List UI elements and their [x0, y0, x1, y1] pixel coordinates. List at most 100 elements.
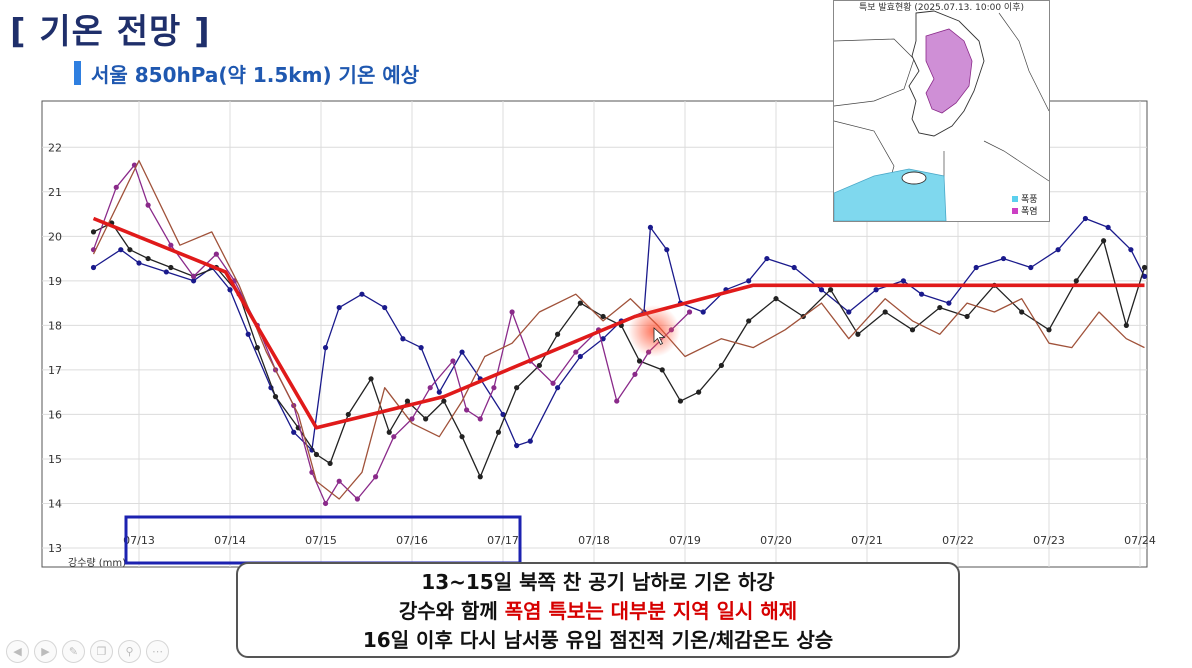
callout-line-2-highlight: 폭염 특보는 대부분 지역 일시 해제: [504, 599, 798, 623]
series-point-2: [577, 300, 583, 306]
series-point-1: [1105, 224, 1111, 231]
series-point-1: [514, 442, 520, 449]
x-tick-label: 07/21: [851, 534, 883, 547]
x-tick-label: 07/24: [1124, 534, 1156, 547]
series-point-2: [636, 358, 643, 364]
series-point-2: [1101, 238, 1107, 244]
series-point-1: [900, 278, 907, 284]
bottom-axis-label: 강수량 (mm): [68, 557, 126, 569]
series-point-1: [818, 287, 825, 293]
series-point-1: [577, 353, 583, 360]
series-line-4: [92, 159, 1145, 500]
series-point-2: [127, 247, 133, 253]
series-point-1: [90, 264, 97, 271]
series-point-2: [441, 398, 447, 404]
series-point-1: [600, 336, 606, 342]
series-point-1: [227, 287, 233, 293]
series-point-1: [919, 291, 925, 297]
cursor-icon: [653, 327, 666, 346]
subtitle-accent-bar: [74, 61, 81, 85]
series-point-1: [1028, 264, 1034, 271]
series-point-3: [336, 478, 342, 484]
series-point-2: [1141, 264, 1148, 271]
series-point-3: [464, 407, 470, 413]
series-point-1: [418, 345, 424, 351]
series-point-1: [873, 287, 879, 293]
series-point-1: [382, 304, 388, 311]
legend-swatch-heat: [1012, 208, 1018, 214]
x-tick-label: 07/22: [942, 534, 974, 547]
map-graphic: [834, 10, 1049, 221]
x-tick-label: 07/15: [305, 534, 337, 547]
series-point-2: [514, 385, 520, 391]
x-tick-label: 07/16: [396, 534, 428, 547]
series-point-1: [846, 309, 852, 315]
slide-toolbar: ◀ ▶ ✎ ❐ ⚲ ⋯: [6, 640, 169, 663]
x-tick-label: 07/19: [669, 534, 701, 547]
chart-subtitle: 서울 850hPa(약 1.5km) 기온 예상: [91, 62, 420, 87]
series-point-1: [791, 264, 797, 271]
series-point-1: [1000, 255, 1007, 262]
map-legend: 폭풍 폭염: [1012, 194, 1038, 218]
callout-line-3: 16일 이후 다시 남서풍 유입 점진적 기온/체감온도 상승: [362, 628, 834, 652]
series-point-1: [1055, 247, 1061, 253]
series-point-1: [500, 411, 506, 418]
y-tick-label: 21: [48, 186, 62, 199]
copy-icon[interactable]: ❐: [90, 640, 113, 663]
series-point-1: [664, 247, 670, 253]
series-point-2: [145, 255, 151, 262]
x-tick-label: 07/13: [123, 534, 155, 547]
y-tick-label: 15: [48, 453, 62, 466]
subtitle-row: 서울 850hPa(약 1.5km) 기온 예상: [74, 60, 420, 87]
series-point-3: [686, 309, 693, 315]
y-tick-label: 14: [48, 497, 62, 510]
summary-callout: 13~15일 북쪽 찬 공기 남하로 기온 하강 강수와 함께 폭염 특보는 대…: [236, 562, 960, 658]
series-point-3: [573, 349, 579, 355]
series-point-2: [909, 327, 916, 333]
series-point-3: [509, 309, 515, 315]
pen-icon[interactable]: ✎: [62, 640, 85, 663]
series-point-2: [327, 460, 333, 466]
series-point-2: [404, 398, 411, 404]
series-point-1: [191, 278, 197, 284]
series-point-3: [632, 371, 638, 377]
series-point-1: [436, 389, 442, 395]
x-tick-label: 07/23: [1033, 534, 1065, 547]
series-point-3: [391, 434, 397, 440]
series-point-2: [1019, 309, 1025, 315]
zoom-icon[interactable]: ⚲: [118, 640, 141, 663]
series-point-1: [245, 331, 251, 337]
series-point-3: [213, 251, 219, 257]
x-tick-label: 07/20: [760, 534, 792, 547]
series-point-1: [946, 300, 952, 306]
page-title: [ 기온 전망 ]: [10, 12, 211, 52]
next-icon[interactable]: ▶: [34, 640, 57, 663]
callout-line-2-prefix: 강수와 함께: [398, 599, 505, 623]
more-icon[interactable]: ⋯: [146, 640, 169, 663]
series-point-3: [145, 202, 151, 208]
series-point-1: [336, 304, 342, 311]
series-point-1: [973, 264, 979, 271]
previous-icon[interactable]: ◀: [6, 640, 29, 663]
map-title: 특보 발효현황 (2025.07.13. 10:00 이후): [858, 3, 1025, 13]
series-point-2: [696, 389, 702, 395]
series-point-2: [1123, 322, 1129, 328]
series-point-2: [495, 429, 502, 435]
series-point-3: [409, 416, 415, 422]
heat-warning-area: [925, 28, 973, 114]
series-point-1: [555, 385, 561, 391]
series-point-3: [113, 184, 119, 190]
x-tick-label: 07/18: [578, 534, 610, 547]
y-tick-label: 16: [48, 408, 62, 421]
series-point-2: [746, 318, 752, 324]
series-point-2: [677, 398, 684, 404]
series-point-2: [855, 331, 861, 337]
series-point-1: [322, 345, 329, 351]
legend-label-storm: 폭풍: [1021, 195, 1038, 205]
y-tick-label: 19: [48, 275, 62, 288]
series-point-2: [964, 313, 970, 320]
y-tick-label: 13: [48, 542, 62, 555]
series-point-2: [882, 309, 888, 315]
weather-warning-map: 특보 발효현황 (2025.07.13. 10:00 이후) 폭풍 폭염: [833, 0, 1050, 222]
y-tick-label: 20: [48, 230, 62, 243]
